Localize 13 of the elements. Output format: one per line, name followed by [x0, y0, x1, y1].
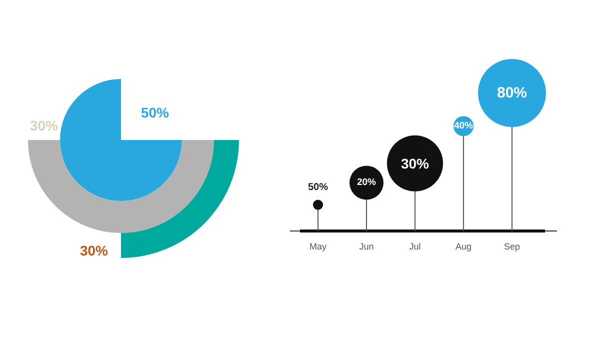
annotation: 20%: [356, 177, 377, 188]
annotation: 80%: [496, 84, 528, 102]
x-tick-label: Jun: [359, 241, 374, 252]
x-tick-label: Aug: [455, 241, 472, 252]
x-tick-label: Jul: [409, 241, 421, 252]
x-tick-label: May: [309, 241, 327, 252]
annotation: 30%: [400, 155, 430, 172]
x-tick-label: Sep: [504, 241, 520, 252]
data-label: 50%: [140, 104, 170, 121]
data-label: 30%: [80, 242, 109, 259]
data-label: 30%: [30, 118, 59, 134]
annotation: 50%: [308, 182, 328, 194]
annotation: 40%: [454, 120, 474, 132]
